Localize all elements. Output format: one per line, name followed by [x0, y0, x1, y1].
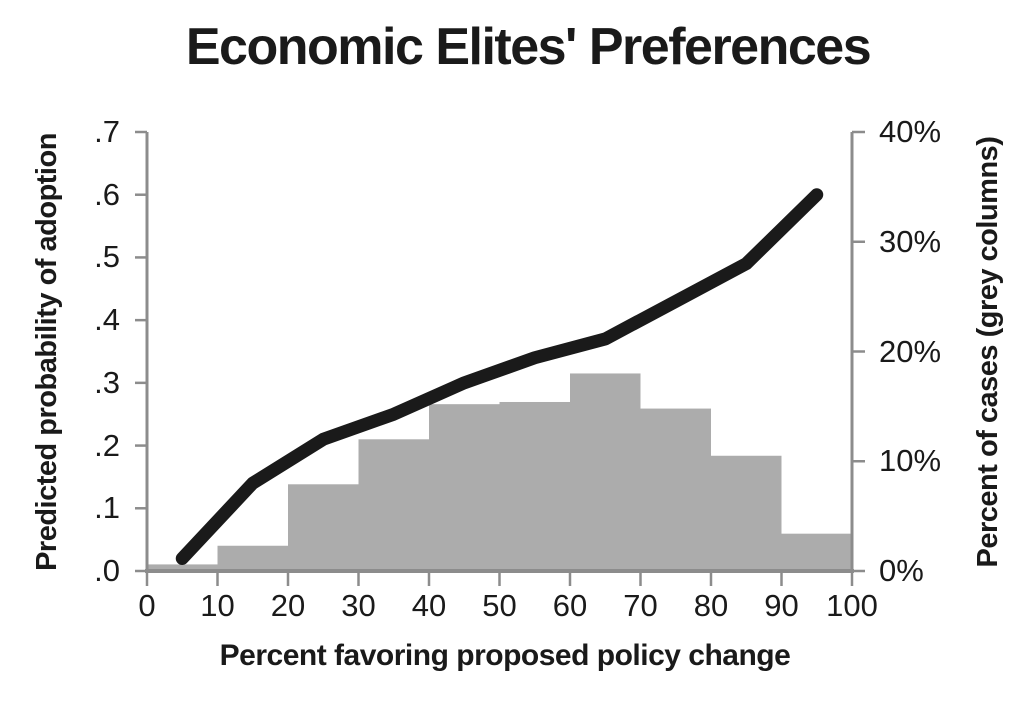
histogram-bar — [288, 484, 359, 571]
x-axis-tick-label: 50 — [482, 588, 517, 623]
x-axis-tick-label: 10 — [200, 588, 235, 623]
histogram-bar — [147, 564, 218, 571]
y-right-tick-label: 20% — [879, 333, 942, 369]
y-right-tick-label: 0% — [879, 553, 924, 588]
histogram-bar — [358, 439, 429, 571]
x-axis-title: Percent favoring proposed policy change — [219, 639, 791, 672]
y-right-tick-label: 10% — [879, 443, 942, 479]
x-axis-tick-label: 70 — [623, 588, 658, 623]
x-axis-tick-label: 40 — [411, 588, 447, 623]
y-right-tick-label: 30% — [879, 223, 942, 259]
x-axis-tick-label: 0 — [138, 588, 156, 623]
x-axis-tick-label: 90 — [764, 588, 799, 623]
y-axis-left-title: Predicted probability of adoption — [31, 133, 63, 571]
y-axis-right-title: Percent of cases (grey columns) — [972, 136, 1004, 568]
histogram-bar — [781, 533, 852, 571]
histogram-bar — [640, 408, 711, 571]
histogram-bar — [499, 401, 570, 571]
chart-title: Economic Elites' Preferences — [185, 18, 872, 76]
x-axis-tick-label: 20 — [270, 588, 306, 623]
y-left-tick-label: .3 — [94, 364, 120, 400]
histogram-bar — [570, 373, 641, 571]
y-left-tick-label: .1 — [94, 490, 120, 526]
y-right-tick-label: 40% — [879, 114, 942, 149]
y-left-tick-label: .2 — [94, 427, 120, 463]
x-axis-tick-label: 60 — [552, 588, 588, 623]
y-left-tick-label: .7 — [94, 114, 120, 149]
histogram-bar — [217, 545, 288, 571]
y-left-tick-label: .0 — [94, 553, 120, 588]
x-axis-tick-label: 80 — [693, 588, 729, 623]
y-left-tick-label: .5 — [94, 239, 120, 275]
y-left-tick-label: .6 — [94, 176, 120, 212]
y-left-tick-label: .4 — [94, 302, 120, 338]
x-axis-tick-label: 100 — [826, 588, 878, 623]
histogram-bar — [711, 455, 782, 571]
prediction-line — [175, 188, 824, 565]
histogram-bar — [429, 404, 500, 571]
x-axis-tick-label: 30 — [341, 588, 376, 623]
